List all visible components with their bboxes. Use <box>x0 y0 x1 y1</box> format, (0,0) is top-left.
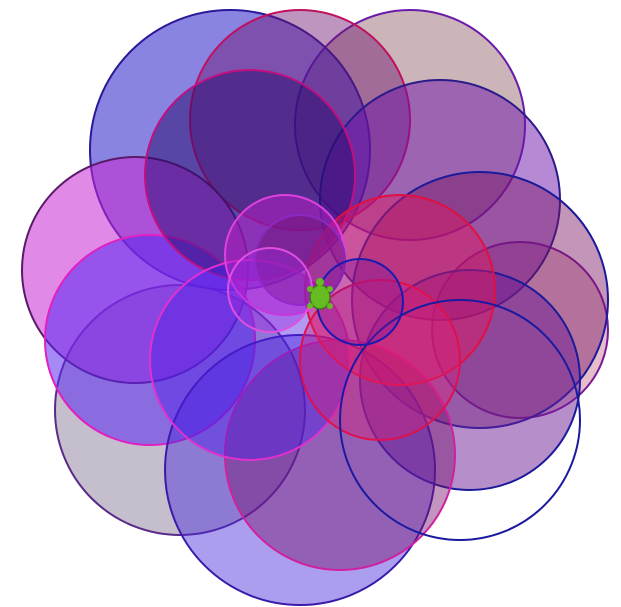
circle <box>299 279 461 441</box>
turtle-leg <box>307 303 313 309</box>
turtle-shell <box>309 284 331 310</box>
turtle-leg <box>327 303 333 309</box>
turtle <box>307 278 333 310</box>
circle <box>164 334 436 606</box>
circle <box>359 269 581 491</box>
circle <box>44 234 256 446</box>
circles <box>21 9 609 606</box>
circle <box>339 299 581 541</box>
turtle-leg <box>327 286 333 292</box>
turtle-head <box>316 278 324 286</box>
turtle-leg <box>307 286 313 292</box>
circle <box>227 247 313 333</box>
